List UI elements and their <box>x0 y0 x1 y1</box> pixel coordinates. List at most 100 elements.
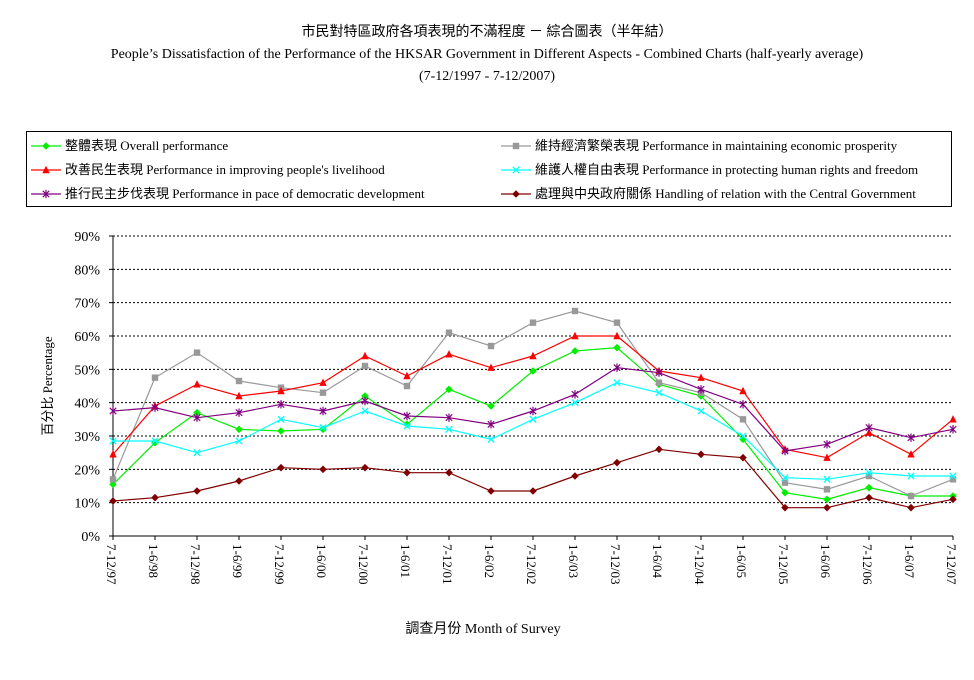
data-point <box>403 371 411 380</box>
data-point <box>277 463 285 472</box>
chart-period: (7-12/1997 - 7-12/2007) <box>418 69 556 84</box>
data-point <box>487 435 495 443</box>
y-tick-label: 60% <box>74 330 100 345</box>
legend-swatch <box>501 190 531 198</box>
data-point <box>193 380 201 388</box>
data-point <box>109 437 117 445</box>
data-point <box>907 450 915 458</box>
legend-label: 整體表現 Overall performance <box>65 138 229 153</box>
data-point <box>949 415 957 423</box>
data-point <box>697 373 705 381</box>
data-point <box>529 406 537 416</box>
x-tick-label: 7-12/99 <box>272 544 287 584</box>
chart-title-english: People’s Dissatisfaction of the Performa… <box>110 47 864 62</box>
data-point <box>613 363 621 372</box>
y-tick-label: 0% <box>81 530 100 545</box>
chart-legend: 整體表現 Overall performance 維持經濟繁榮表現 Perform… <box>26 131 952 207</box>
x-tick-label: 7-12/00 <box>356 544 371 584</box>
data-point <box>487 342 495 350</box>
data-point <box>109 497 117 505</box>
data-point <box>823 503 831 512</box>
data-point <box>487 402 495 410</box>
data-point <box>781 446 789 456</box>
data-point <box>319 378 327 386</box>
data-point <box>823 486 831 493</box>
data-point <box>151 437 159 445</box>
data-point <box>445 425 453 433</box>
data-point <box>277 427 285 435</box>
y-axis-title: 百分比 Percentage <box>40 336 55 436</box>
x-tick-label: 7-12/98 <box>188 544 203 584</box>
data-point <box>361 351 369 360</box>
legend-marker <box>512 142 520 150</box>
x-tick-label: 7-12/05 <box>776 544 791 584</box>
data-point <box>109 406 117 416</box>
data-point <box>823 495 831 504</box>
data-point <box>151 493 159 502</box>
data-point <box>193 413 201 422</box>
y-tick-label: 50% <box>74 363 100 378</box>
data-point <box>235 477 243 485</box>
data-point <box>529 367 537 375</box>
data-point <box>949 476 957 483</box>
y-tick-label: 70% <box>74 297 100 312</box>
data-point <box>445 350 453 358</box>
data-point <box>193 349 201 356</box>
data-point <box>739 453 747 462</box>
data-point <box>865 483 873 492</box>
data-point <box>655 445 663 454</box>
data-point <box>529 487 537 495</box>
x-tick-label: 7-12/07 <box>944 544 959 585</box>
x-tick-label: 1-6/07 <box>902 544 917 578</box>
x-tick-label: 1-6/06 <box>818 544 833 578</box>
data-point <box>445 468 453 477</box>
data-point <box>529 351 537 360</box>
data-point <box>193 487 201 495</box>
legend-marker <box>42 142 50 150</box>
data-point <box>571 307 579 315</box>
data-point <box>865 428 873 436</box>
data-point <box>151 374 159 381</box>
y-tick-label: 80% <box>74 263 100 278</box>
legend-marker <box>512 166 520 174</box>
x-tick-label: 1-6/01 <box>398 544 413 578</box>
x-tick-label: 1-6/00 <box>314 544 329 578</box>
data-point <box>781 479 789 486</box>
data-point <box>193 408 201 417</box>
data-point <box>109 480 117 489</box>
data-point <box>949 495 957 504</box>
data-point <box>487 487 495 495</box>
data-point <box>403 422 411 430</box>
data-point <box>613 379 621 387</box>
data-point <box>655 368 663 377</box>
x-tick-label: 7-12/02 <box>524 544 539 584</box>
data-point <box>697 407 705 415</box>
data-point <box>865 469 873 477</box>
data-point <box>613 458 621 467</box>
data-point <box>403 468 411 477</box>
data-point <box>445 413 453 422</box>
data-point <box>865 493 873 502</box>
data-point <box>445 385 453 394</box>
chart-title-chinese: 市民對特區政府各項表現的不滿程度 － 綜合圖表（半年結） <box>301 25 673 40</box>
data-point <box>319 389 327 396</box>
data-point <box>109 476 117 483</box>
data-point <box>739 432 747 440</box>
data-point <box>235 408 243 417</box>
data-point <box>781 488 789 497</box>
data-point <box>529 319 537 326</box>
data-point <box>697 392 705 400</box>
data-point <box>697 385 705 394</box>
data-point <box>697 450 705 459</box>
data-point <box>739 400 747 409</box>
data-point <box>277 386 285 395</box>
legend-swatch <box>31 142 61 150</box>
data-point <box>781 474 789 482</box>
data-point <box>823 453 831 461</box>
legend-swatch <box>31 165 61 174</box>
data-point <box>235 425 243 434</box>
y-tick-label: 40% <box>74 397 100 412</box>
data-point <box>949 425 957 434</box>
data-point <box>907 472 915 480</box>
